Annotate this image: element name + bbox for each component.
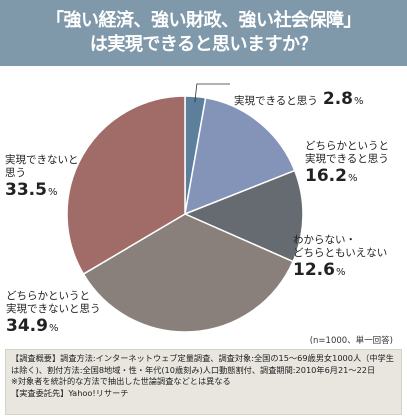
chart-area: 実現できると思う 2.8% どちらかというと 実現できると思う 16.2% わか…	[0, 66, 407, 354]
survey-vendor: 【実査委託先】Yahoo!リサーチ	[11, 387, 129, 398]
label-value: 12.6	[293, 260, 335, 280]
pie-slice-unsure	[183, 169, 304, 263]
pie-slice-unrealizable	[66, 95, 186, 276]
label-slice-unrealizable: 実現できないと 思う 33.5%	[5, 154, 79, 200]
label-text-2: 実現できると思う	[305, 153, 389, 165]
label-text-1: どちらかというと	[305, 140, 389, 152]
label-slice-somewhat-realizable: どちらかというと 実現できると思う 16.2%	[305, 140, 389, 186]
label-text-1: どちらかというと	[6, 290, 90, 302]
label-text: 実現できると思う	[234, 95, 318, 107]
leader-line	[194, 83, 230, 103]
chart-title-line1: 「強い経済、強い財政、強い社会保障」	[46, 10, 362, 31]
label-value: 33.5	[5, 180, 47, 200]
survey-overview-line: 【調査概要】調査方法:インターネットウェブ定量調査、調査対象:全国の15〜69歳…	[11, 353, 394, 375]
pie-slice-somewhat-realizable	[184, 96, 296, 216]
label-text-2: 思う	[5, 167, 26, 179]
title-banner: 「強い経済、強い財政、強い社会保障」 は実現できると思いますか？	[0, 0, 407, 66]
chart-title-line2: は実現できると思いますか？	[89, 34, 318, 55]
label-text-2: 実現できないと思う	[6, 303, 101, 315]
label-value: 34.9	[6, 316, 48, 336]
label-slice-realizable: 実現できると思う 2.8%	[234, 89, 364, 109]
label-text-1: 実現できないと	[5, 154, 79, 166]
label-unit: %	[47, 187, 58, 198]
label-slice-somewhat-unrealizable: どちらかというと 実現できないと思う 34.9%	[6, 290, 101, 336]
label-value: 2.8	[322, 89, 354, 109]
survey-disclaimer: ※対象者を統計的な方法で抽出した世論調査などとは異なる	[11, 376, 231, 386]
survey-overview: 【調査概要】調査方法:インターネットウェブ定量調査、調査対象:全国の15〜69歳…	[5, 349, 402, 415]
label-unit: %	[48, 323, 59, 334]
pie-chart	[66, 83, 304, 333]
label-unit: %	[335, 267, 346, 278]
label-unit: %	[354, 96, 364, 107]
label-slice-unsure: わからない・ どちらともいえない 12.6%	[293, 234, 387, 280]
label-text-2: どちらともいえない	[293, 247, 388, 259]
label-text-1: わからない・	[293, 234, 356, 246]
label-unit: %	[347, 173, 358, 184]
label-value: 16.2	[305, 166, 347, 186]
sample-note: (n=1000、単一回答)	[309, 336, 393, 346]
